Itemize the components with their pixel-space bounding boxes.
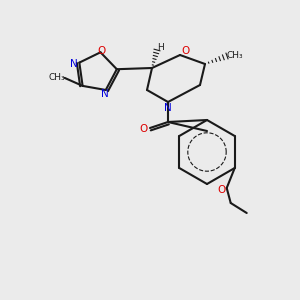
Text: N: N <box>70 58 78 69</box>
Text: O: O <box>181 46 189 56</box>
Text: O: O <box>140 124 148 134</box>
Text: N: N <box>164 103 172 113</box>
Text: O: O <box>97 46 106 56</box>
Text: H: H <box>158 43 164 52</box>
Text: CH₃: CH₃ <box>227 50 243 59</box>
Text: N: N <box>101 89 109 99</box>
Text: CH₃: CH₃ <box>48 74 65 82</box>
Text: O: O <box>218 185 226 195</box>
